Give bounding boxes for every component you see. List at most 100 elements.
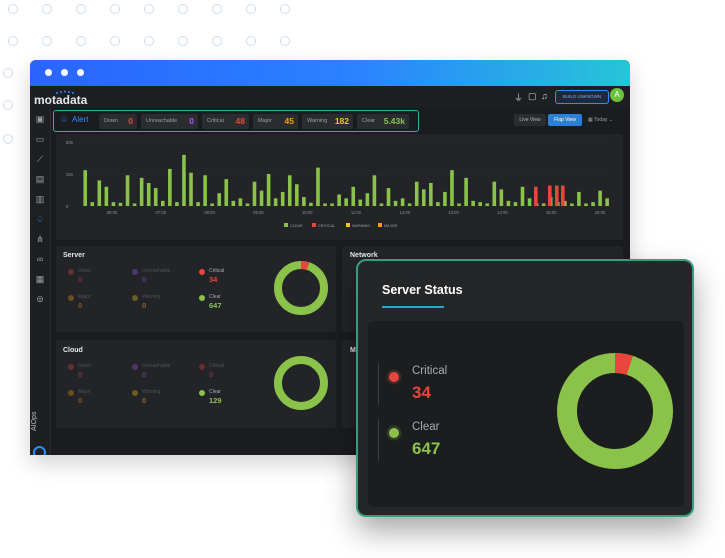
chart-icon[interactable]: ⟋ — [36, 154, 44, 164]
x-tick-label: 15:00 — [546, 210, 557, 215]
status-value: 0 — [78, 301, 83, 310]
clear-bar — [146, 182, 151, 206]
clear-bar — [414, 181, 419, 206]
plug-icon[interactable]: ⏚ — [514, 93, 524, 103]
status-label: Clear — [209, 389, 221, 395]
clear-bar — [429, 182, 433, 206]
user-button[interactable]: BUILD UNKNOWN — [555, 90, 609, 104]
critical-value: 34 — [412, 383, 431, 402]
status-label: Major — [78, 389, 91, 395]
background-dot — [3, 68, 13, 78]
card-title: Server Status — [382, 283, 463, 297]
inventory-icon[interactable]: ▥ — [35, 194, 45, 204]
clear-value: 647 — [412, 439, 441, 458]
report-icon[interactable]: ▤ — [35, 174, 45, 184]
status-value: 0 — [142, 275, 147, 284]
status-icon-unreachable — [132, 269, 138, 275]
x-tick-label: 12:00 — [400, 210, 411, 215]
status-label: Clear — [209, 294, 221, 300]
critical-status-icon — [386, 369, 402, 385]
background-dot — [8, 4, 18, 14]
alert-count-warning[interactable]: Warning 182 — [302, 114, 353, 129]
flap-view-button[interactable]: Flap View — [548, 114, 582, 126]
clear-bar — [506, 200, 511, 206]
sidebar: ▣ ▭ ⟋ ▤ ▥ ♤ ⋔ ∞ ▦ ⊜ AIOps — [30, 86, 51, 455]
clear-bar — [273, 198, 278, 206]
clear-bar — [527, 198, 532, 206]
x-tick-label: 10:00 — [302, 210, 313, 215]
alert-count-value: 0 — [128, 116, 133, 126]
legend-label: MAJOR — [384, 224, 398, 228]
clear-bar — [231, 200, 236, 206]
background-dot — [280, 4, 290, 14]
clear-bar — [365, 193, 370, 206]
background-dot — [76, 36, 86, 46]
background-dot — [3, 100, 13, 110]
clear-bar — [400, 198, 405, 206]
clear-bar — [372, 175, 377, 206]
server-status-card: Server Status Critical 34 Clear 647 — [356, 259, 694, 517]
clear-bar — [259, 190, 264, 206]
legend-label: WARNING — [352, 224, 370, 228]
alert-count-clear[interactable]: Clear 5.43k — [357, 114, 409, 129]
clear-bar — [337, 194, 341, 206]
live-view-button[interactable]: Live View — [514, 114, 546, 126]
critical-bar — [534, 186, 538, 206]
clear-bar — [309, 202, 313, 206]
monitor-icon[interactable]: ▭ — [35, 134, 45, 144]
alert-count-unreachable[interactable]: Unreachable 0 — [141, 114, 198, 129]
aiops-label: AIOps — [31, 411, 38, 431]
dashboard-icon[interactable]: ▣ — [35, 114, 45, 124]
background-dot — [42, 4, 52, 14]
clear-bar — [584, 203, 588, 206]
status-value: 0 — [78, 396, 83, 405]
alert-count-major[interactable]: Major 45 — [253, 114, 298, 129]
clear-bar — [344, 198, 348, 206]
aiops-icon[interactable] — [33, 446, 46, 455]
clear-bar — [605, 198, 609, 206]
status-label: Unreachable — [142, 363, 171, 369]
log-icon[interactable]: ▦ — [35, 274, 45, 284]
server-panel-title: Server — [63, 252, 85, 259]
alert-count-value: 5.43k — [383, 116, 405, 126]
notification-bell-icon[interactable]: ♫ — [541, 91, 548, 101]
clipboard-icon[interactable]: ▢ — [528, 91, 537, 101]
status-value: 0 — [78, 370, 83, 379]
critical-bar — [548, 185, 552, 206]
clear-bar — [421, 189, 426, 206]
donut-critical-segment — [557, 353, 673, 469]
avatar[interactable]: A — [610, 88, 624, 102]
clear-bar — [224, 179, 229, 206]
server-donut-chart — [274, 261, 328, 315]
settings-icon[interactable]: ⊜ — [36, 294, 44, 304]
time-range-dropdown[interactable]: ▦ Today ⌄ — [588, 114, 613, 126]
topology-icon[interactable]: ⋔ — [36, 234, 44, 244]
background-dot — [42, 36, 52, 46]
card-title-underline — [382, 306, 444, 308]
x-tick-label: 09:00 — [253, 210, 264, 215]
clear-bar — [478, 202, 482, 206]
clear-bar — [280, 191, 285, 206]
clear-bar — [520, 186, 525, 206]
clear-bar — [118, 202, 123, 206]
alert-icon[interactable]: ♤ — [35, 214, 45, 224]
logo: motadata — [34, 93, 88, 107]
card-content: Critical 34 Clear 647 — [368, 321, 684, 507]
chevron-down-icon: ⌄ — [607, 117, 613, 123]
flow-icon[interactable]: ∞ — [36, 254, 44, 264]
clear-bar — [182, 154, 186, 206]
clear-bar — [210, 203, 214, 206]
clear-bar — [111, 202, 116, 206]
x-tick-label: 08:00 — [204, 210, 215, 215]
background-dot — [3, 134, 13, 144]
legend-swatch — [378, 223, 382, 227]
alert-count-down[interactable]: Down 0 — [99, 114, 137, 129]
status-icon-down — [68, 269, 74, 275]
alert-count-critical[interactable]: Critical 48 — [202, 114, 249, 129]
clear-bar — [104, 186, 109, 206]
clear-bar — [450, 170, 454, 206]
alert-count-label: Major — [258, 118, 272, 124]
window-titlebar — [30, 60, 630, 86]
background-dot — [212, 36, 222, 46]
clear-bar — [203, 175, 207, 206]
